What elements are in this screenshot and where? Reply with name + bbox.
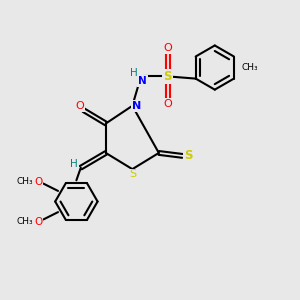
Text: O: O <box>34 176 42 187</box>
Text: H: H <box>70 159 78 169</box>
Text: O: O <box>163 99 172 110</box>
Text: N: N <box>132 101 141 111</box>
Text: H: H <box>130 68 138 78</box>
Text: CH₃: CH₃ <box>17 177 33 186</box>
Text: S: S <box>129 169 136 179</box>
Text: CH₃: CH₃ <box>17 217 33 226</box>
Text: O: O <box>75 101 84 111</box>
Text: O: O <box>163 44 172 53</box>
Text: N: N <box>138 76 147 86</box>
Text: S: S <box>184 149 193 162</box>
Text: CH₃: CH₃ <box>242 63 258 72</box>
Text: O: O <box>34 217 42 226</box>
Text: S: S <box>164 70 172 83</box>
